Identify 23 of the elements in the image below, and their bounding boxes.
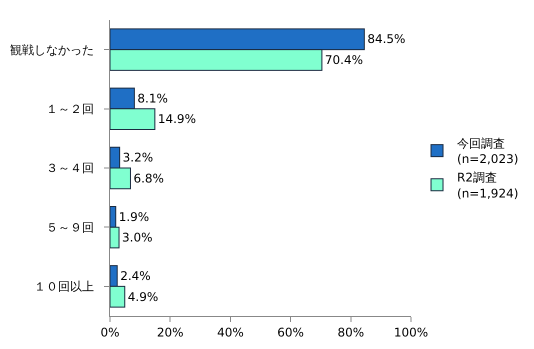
data-label: 84.5% <box>367 32 406 46</box>
data-label: 4.9% <box>128 290 158 304</box>
legend-label: 今回調査 (n=2,023) <box>457 136 518 166</box>
data-label: 1.9% <box>118 210 150 224</box>
y-tick-label: １～２回 <box>46 102 102 116</box>
data-label: 6.8% <box>133 171 164 186</box>
data-label: 8.1% <box>137 91 168 106</box>
y-tick-label: ５～９回 <box>46 220 102 234</box>
y-tick-label: １０回以上 <box>34 280 102 294</box>
x-tick-label: 40% <box>217 325 244 340</box>
x-tick-label: 100% <box>394 325 428 340</box>
data-label: 2.4% <box>120 269 151 284</box>
data-label: 70.4% <box>324 52 364 67</box>
y-tick-label: ３～４回 <box>46 161 102 176</box>
x-tick-label: 20% <box>156 325 184 340</box>
data-label: 14.9% <box>158 112 196 126</box>
legend-label: R2調査 (n=1,924) <box>457 170 518 200</box>
data-label: 3.2% <box>122 150 154 165</box>
x-tick-label: 0% <box>100 325 120 340</box>
x-tick-label: 60% <box>277 325 304 340</box>
data-label: 3.0% <box>122 230 153 245</box>
x-tick-label: 80% <box>337 325 364 340</box>
y-tick-label: 観戦しなかった <box>10 42 102 57</box>
